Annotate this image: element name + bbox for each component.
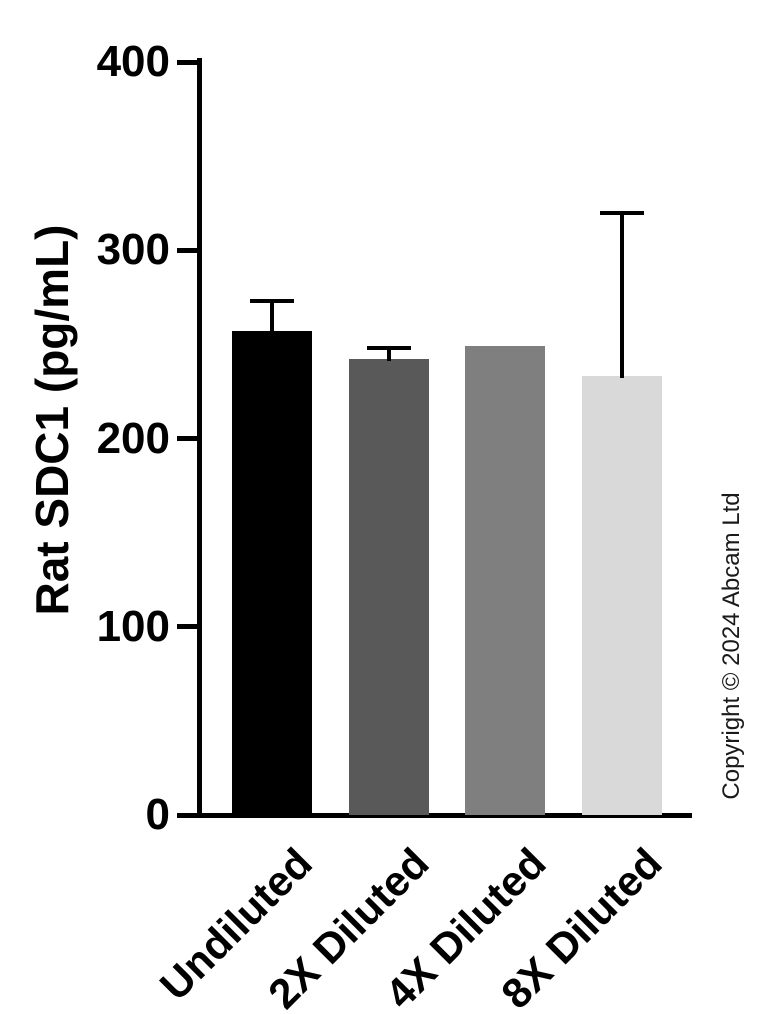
error-bar-line-8x-diluted — [619, 212, 624, 379]
y-tick-200 — [177, 436, 197, 441]
error-bar-cap-undiluted — [250, 299, 294, 304]
y-tick-label-0: 0 — [145, 790, 170, 839]
bar-8x-diluted — [581, 376, 662, 815]
y-tick-label-400: 400 — [96, 37, 170, 86]
y-axis-line — [197, 58, 202, 818]
y-tick-100 — [177, 624, 197, 630]
error-bar-line-undiluted — [270, 301, 274, 334]
error-bar-cap-8x-diluted — [599, 210, 644, 215]
y-tick-label-100: 100 — [96, 601, 170, 651]
y-tick-label-300: 300 — [96, 225, 170, 275]
bar-4x-diluted — [465, 346, 545, 815]
error-bar-line-2x-diluted — [386, 348, 391, 362]
y-tick-label-200: 200 — [96, 413, 170, 463]
x-axis-line — [197, 813, 692, 818]
error-bar-cap-2x-diluted — [366, 346, 411, 351]
plot-area — [200, 62, 690, 815]
y-tick-400 — [177, 59, 197, 65]
y-tick-0 — [177, 812, 197, 818]
y-tick-300 — [177, 247, 197, 253]
bar-2x-diluted — [348, 359, 429, 815]
copyright-notice: Copyright © 2024 Abcam Ltd — [718, 492, 745, 800]
bar-undiluted — [232, 331, 312, 815]
